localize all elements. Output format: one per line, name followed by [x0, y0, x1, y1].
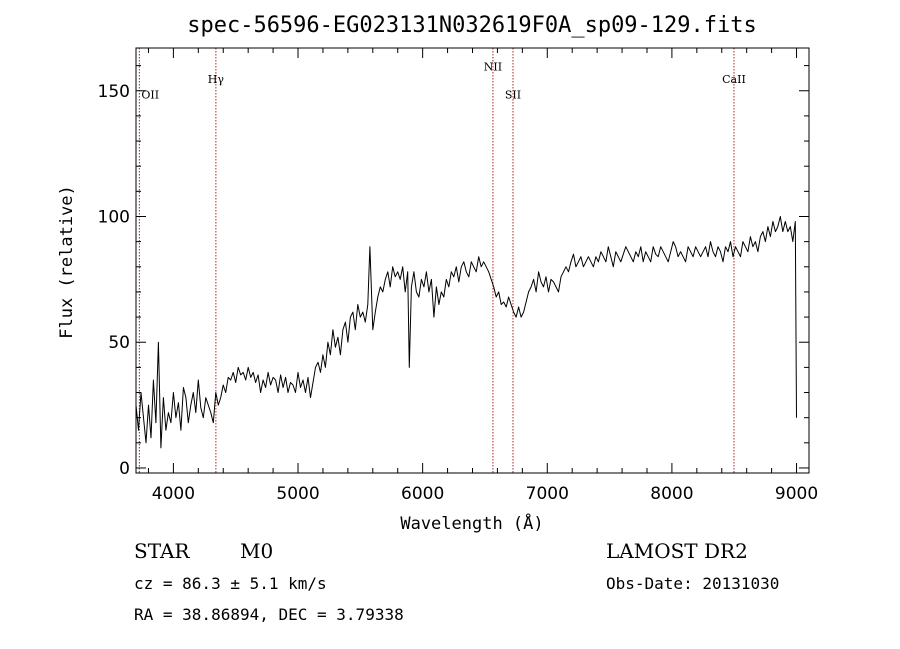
spectral-line-label-oii: OII	[141, 88, 159, 101]
spectral-line-label-caii: CaII	[722, 73, 746, 86]
plot-frame	[135, 47, 810, 474]
survey-name: LAMOST DR2	[606, 539, 748, 563]
spectral-line-label-nii: NII	[484, 61, 502, 74]
object-subclass: M0	[240, 539, 273, 563]
y-axis-label: Flux (relative)	[57, 185, 77, 339]
x-tick-label-8000: 8000	[650, 484, 693, 504]
y-tick-label-150: 150	[98, 82, 130, 102]
spectral-line-label-h: Hγ	[208, 73, 225, 86]
x-tick-label-7000: 7000	[526, 484, 569, 504]
chart-title: spec-56596-EG023131N032619F0A_sp09-129.f…	[187, 13, 757, 38]
spectral-line-label-sii: SII	[505, 88, 521, 101]
series-layer	[135, 216, 797, 449]
x-axis-label: Wavelength (Å)	[400, 512, 543, 534]
spectral-line-markers: OII Hγ NII SII CaII	[138, 48, 746, 473]
spectrum-series-line-0	[135, 216, 797, 449]
object-class: STAR	[134, 539, 190, 563]
x-tick-label-6000: 6000	[401, 484, 444, 504]
coordinates-readout: RA = 38.86894, DEC = 3.79338	[134, 605, 404, 624]
y-tick-label-50: 50	[108, 333, 130, 353]
x-tick-label-5000: 5000	[276, 484, 319, 504]
x-tick-label-9000: 9000	[775, 484, 818, 504]
observation-date: Obs-Date: 20131030	[606, 574, 779, 593]
redshift-readout: cz = 86.3 ± 5.1 km/s	[134, 574, 327, 593]
x-tick-label-4000: 4000	[152, 484, 195, 504]
y-tick-label-100: 100	[98, 207, 130, 227]
tick-layer: 4000 5000 6000 7000 8000 9000 0 50 100 150	[98, 48, 818, 504]
y-tick-label-0: 0	[119, 459, 130, 479]
